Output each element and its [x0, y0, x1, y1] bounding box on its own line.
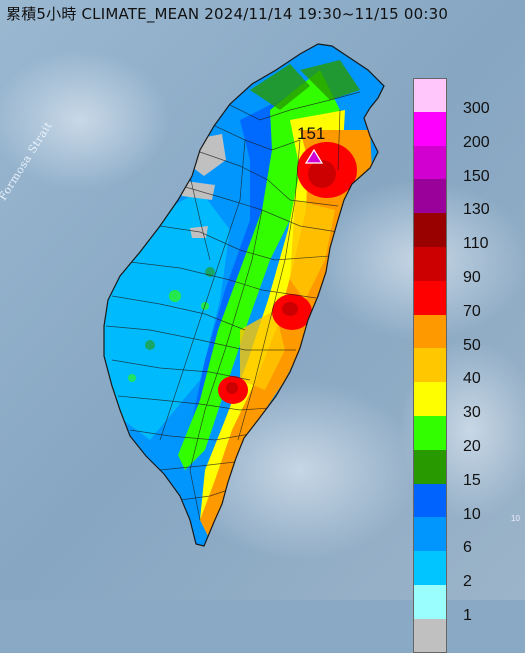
legend-label: 130: [463, 201, 490, 219]
rainfall-legend: 300 200 150 130 110 90 70 50 40 30 20 15 10 6 2 1: [413, 78, 505, 653]
map-title: 累積5小時 CLIMATE_MEAN 2024/11/14 19:30~11/1…: [6, 5, 449, 23]
legend-label: 6: [463, 539, 472, 557]
legend-label: 15: [463, 471, 481, 489]
legend-row: [413, 618, 505, 653]
legend-label: 150: [463, 167, 490, 185]
legend-label: 110: [463, 235, 489, 253]
legend-label: 20: [463, 437, 481, 455]
legend-row: 6: [413, 517, 505, 556]
legend-swatch: [413, 584, 447, 619]
legend-row: 110: [413, 213, 505, 252]
legend-row: 2: [413, 551, 505, 590]
legend-swatch: [413, 618, 447, 653]
legend-label: 10: [463, 505, 481, 523]
legend-swatch: [413, 314, 447, 349]
legend-row: 90: [413, 246, 505, 286]
legend-label: 200: [463, 133, 490, 151]
legend-label: 70: [463, 302, 481, 320]
max-rainfall-value: 151: [297, 124, 326, 143]
legend-row: 15: [413, 449, 505, 489]
legend-swatch: [413, 111, 447, 146]
legend-swatch: [413, 280, 447, 315]
legend-swatch: [413, 517, 447, 552]
legend-swatch: [413, 382, 447, 416]
max-rainfall-marker: [304, 148, 324, 164]
legend-label: 30: [463, 404, 481, 422]
legend-label: 90: [463, 268, 481, 286]
legend-row: 20: [413, 415, 505, 455]
legend-swatch: [413, 246, 447, 281]
legend-swatch: [413, 179, 447, 214]
legend-label: 50: [463, 336, 481, 354]
legend-row: 150: [413, 145, 505, 185]
legend-swatch: [413, 78, 447, 112]
legend-row: 70: [413, 280, 505, 320]
legend-swatch: [413, 213, 447, 247]
legend-row: 130: [413, 179, 505, 218]
legend-row: 300: [413, 78, 505, 117]
legend-row: 1: [413, 584, 505, 624]
legend-swatch: [413, 348, 447, 383]
legend-row: 30: [413, 382, 505, 421]
legend-swatch: [413, 449, 447, 484]
district-boundaries: [105, 91, 361, 521]
legend-swatch: [413, 483, 447, 518]
legend-row: 200: [413, 111, 505, 151]
legend-label: 2: [463, 573, 472, 591]
legend-label: 300: [463, 100, 490, 117]
legend-row: 40: [413, 348, 505, 387]
legend-row: 50: [413, 314, 505, 354]
legend-swatch: [413, 145, 447, 180]
cloud-texture: [0, 50, 170, 190]
edge-mark: 10: [511, 514, 520, 523]
legend-label: 40: [463, 370, 481, 388]
legend-swatch: [413, 415, 447, 450]
legend-row: 10: [413, 483, 505, 523]
legend-swatch: [413, 551, 447, 585]
